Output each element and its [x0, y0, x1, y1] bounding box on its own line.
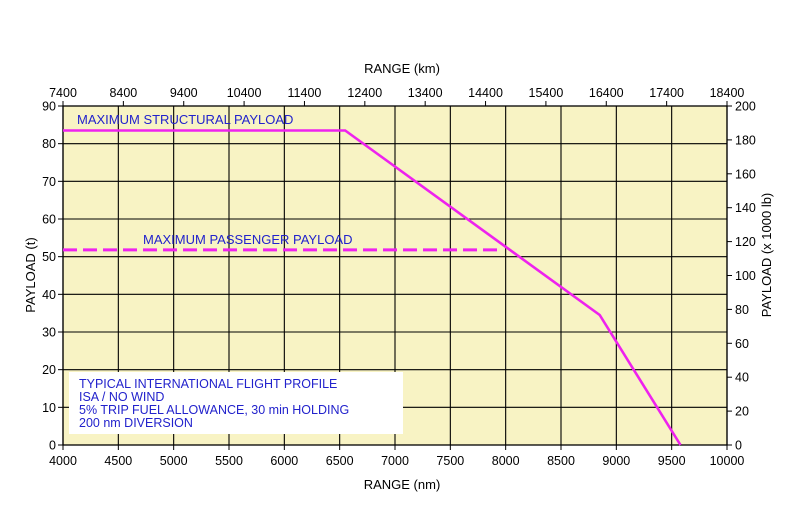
tick-label-top: 8400: [109, 86, 137, 100]
tick-label-top: 17400: [649, 86, 684, 100]
vertical-gridlines: [62, 106, 728, 445]
annotation-max-passenger-payload: MAXIMUM PASSENGER PAYLOAD: [143, 232, 353, 247]
right-axis-ticks: 0 20 40 60 80 100 120 140 160 180 200: [727, 100, 756, 453]
x-axis-label-bottom: RANGE (nm): [364, 477, 441, 492]
tick-label-left: 80: [42, 137, 56, 151]
tick-label-right: 100: [735, 269, 756, 283]
tick-label-top: 9400: [170, 86, 198, 100]
tick-label-top: 7400: [49, 86, 77, 100]
tick-label-right: 40: [735, 371, 749, 385]
top-axis-ticks: 7400 8400 9400 10400 11400 12400 13400 14400 154…: [49, 86, 744, 106]
tick-label-bottom: 7000: [381, 454, 409, 468]
tick-label-left: 70: [42, 175, 56, 189]
tick-label-top: 10400: [227, 86, 262, 100]
tick-label-top: 18400: [710, 86, 745, 100]
series-payload-range: [63, 129, 682, 446]
tick-label-bottom: 5500: [215, 454, 243, 468]
tick-label-top: 11400: [288, 86, 322, 100]
tick-label-right: 20: [735, 405, 749, 419]
tick-label-right: 80: [735, 303, 749, 317]
profile-note-line-3: 5% TRIP FUEL ALLOWANCE, 30 min HOLDING: [79, 403, 349, 417]
tick-label-left: 50: [42, 250, 56, 264]
tick-label-left: 20: [42, 363, 56, 377]
tick-label-top: 15400: [529, 86, 564, 100]
tick-label-top: 12400: [347, 86, 382, 100]
tick-label-left: 10: [42, 401, 56, 415]
tick-label-bottom: 4000: [49, 454, 77, 468]
series-layer: [63, 129, 682, 446]
tick-label-top: 16400: [589, 86, 624, 100]
profile-note-line-1: TYPICAL INTERNATIONAL FLIGHT PROFILE: [79, 377, 337, 391]
tick-label-bottom: 5000: [160, 454, 188, 468]
tick-label-bottom: 8500: [547, 454, 575, 468]
tick-label-left: 30: [42, 326, 56, 340]
profile-note-line-2: ISA / NO WIND: [79, 390, 164, 404]
tick-label-top: 13400: [408, 86, 443, 100]
left-axis-ticks: 0 10 20 30 40 50 60 70 80 90: [42, 100, 63, 453]
tick-label-bottom: 6000: [270, 454, 298, 468]
tick-label-right: 200: [735, 100, 756, 114]
tick-label-right: 140: [735, 201, 756, 215]
profile-note-line-4: 200 nm DIVERSION: [79, 416, 193, 430]
tick-label-bottom: 9000: [602, 454, 630, 468]
tick-label-right: 180: [735, 133, 756, 147]
tick-label-bottom: 8000: [492, 454, 520, 468]
bottom-axis-ticks: 4000 4500 5000 5500 6000 6500 7000 7500 8000 8500…: [49, 445, 744, 468]
tick-label-bottom: 4500: [104, 454, 132, 468]
tick-label-left: 60: [42, 213, 56, 227]
tick-label-top: 14400: [468, 86, 503, 100]
tick-label-bottom: 7500: [436, 454, 464, 468]
tick-label-left: 40: [42, 288, 56, 302]
profile-note-box: [69, 372, 403, 434]
y-axis-label-right: PAYLOAD (x 1000 lb): [759, 193, 774, 318]
tick-label-right: 0: [735, 439, 742, 453]
tick-label-left: 0: [49, 439, 56, 453]
tick-label-right: 120: [735, 235, 756, 249]
tick-label-right: 160: [735, 167, 756, 181]
tick-label-left: 90: [42, 100, 56, 114]
tick-label-right: 60: [735, 337, 749, 351]
x-axis-label-top: RANGE (km): [364, 61, 440, 76]
y-axis-label-left: PAYLOAD (t): [23, 237, 38, 312]
tick-label-bottom: 10000: [710, 454, 745, 468]
annotation-max-structural-payload: MAXIMUM STRUCTURAL PAYLOAD: [77, 112, 293, 127]
tick-label-bottom: 6500: [326, 454, 354, 468]
tick-label-bottom: 9500: [658, 454, 686, 468]
